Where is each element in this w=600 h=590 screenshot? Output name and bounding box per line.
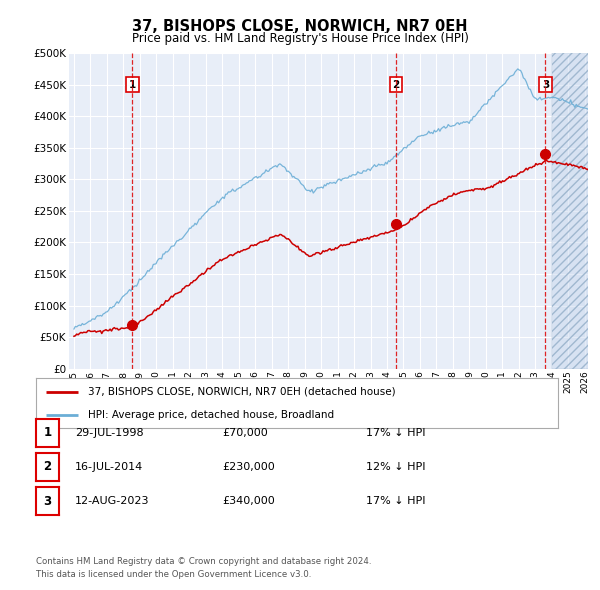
- Text: 2: 2: [392, 80, 400, 90]
- Text: 1: 1: [43, 426, 52, 440]
- Text: 37, BISHOPS CLOSE, NORWICH, NR7 0EH: 37, BISHOPS CLOSE, NORWICH, NR7 0EH: [132, 19, 468, 34]
- Bar: [552, 53, 600, 369]
- Text: 1: 1: [129, 80, 136, 90]
- Text: 37, BISHOPS CLOSE, NORWICH, NR7 0EH (detached house): 37, BISHOPS CLOSE, NORWICH, NR7 0EH (det…: [88, 386, 396, 396]
- Text: HPI: Average price, detached house, Broadland: HPI: Average price, detached house, Broa…: [88, 409, 334, 419]
- Text: Contains HM Land Registry data © Crown copyright and database right 2024.: Contains HM Land Registry data © Crown c…: [36, 558, 371, 566]
- Bar: [552, 53, 600, 369]
- Text: 17% ↓ HPI: 17% ↓ HPI: [366, 428, 425, 438]
- Text: 29-JUL-1998: 29-JUL-1998: [75, 428, 143, 438]
- Text: 2: 2: [43, 460, 52, 474]
- Text: 16-JUL-2014: 16-JUL-2014: [75, 462, 143, 472]
- Text: 12% ↓ HPI: 12% ↓ HPI: [366, 462, 425, 472]
- Text: This data is licensed under the Open Government Licence v3.0.: This data is licensed under the Open Gov…: [36, 571, 311, 579]
- Text: £230,000: £230,000: [222, 462, 275, 472]
- Text: 12-AUG-2023: 12-AUG-2023: [75, 496, 149, 506]
- Text: 3: 3: [542, 80, 549, 90]
- Text: 17% ↓ HPI: 17% ↓ HPI: [366, 496, 425, 506]
- Text: Price paid vs. HM Land Registry's House Price Index (HPI): Price paid vs. HM Land Registry's House …: [131, 32, 469, 45]
- Text: £70,000: £70,000: [222, 428, 268, 438]
- Text: £340,000: £340,000: [222, 496, 275, 506]
- Text: 3: 3: [43, 494, 52, 508]
